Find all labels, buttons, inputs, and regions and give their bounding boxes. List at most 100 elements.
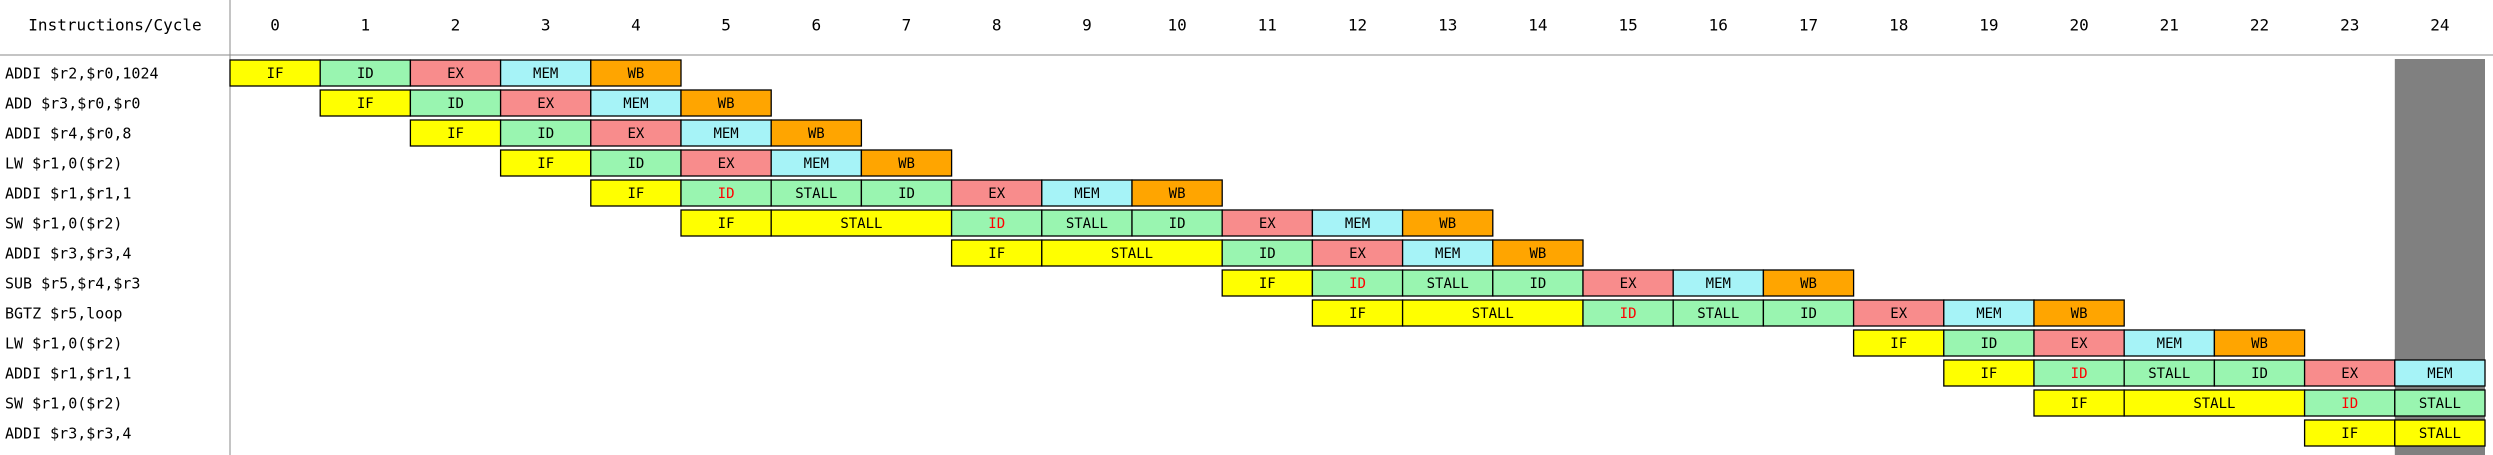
instruction-row: SW $r1,0($r2) IF STALL ID STALL — [5, 389, 2486, 417]
stage-label: IF — [2341, 426, 2358, 442]
stage-label: ID — [1529, 276, 1546, 292]
stage-label: WB — [2071, 306, 2088, 322]
stage-label: ID — [2071, 366, 2088, 382]
stage-wb-cell — [770, 119, 863, 147]
stage-label: EX — [1349, 246, 1366, 262]
stage-id-cell — [1762, 299, 1855, 327]
stage-wb-cell — [2213, 329, 2306, 357]
stage-label: MEM — [2157, 336, 2182, 352]
cycle-header: 20 — [2069, 16, 2088, 35]
stage-mem-cell — [1943, 299, 2035, 327]
stage-label: ID — [1620, 306, 1637, 322]
cycle-header: 7 — [902, 16, 912, 35]
stage-label: STALL — [1472, 306, 1514, 322]
stage-label: WB — [1439, 216, 1456, 232]
instruction-row: ADDI $r1,$r1,1 IF ID STALL ID EX MEM — [5, 359, 2486, 387]
stage-label: STALL — [2419, 396, 2461, 412]
cycle-header: 8 — [992, 16, 1002, 35]
stage-ex-cell — [590, 119, 682, 147]
instruction-label: ADDI $r1,$r1,1 — [5, 365, 131, 383]
stage-label: MEM — [533, 66, 558, 82]
instruction-row: SW $r1,0($r2) IF STALL ID STALL ID EX MEM WB — [5, 209, 1494, 237]
stage-label: STALL — [2148, 366, 2190, 382]
stage-label: EX — [627, 126, 644, 142]
stage-label: WB — [2251, 336, 2268, 352]
instruction-label: LW $r1,0($r2) — [5, 335, 122, 353]
cycle-header: 11 — [1258, 16, 1277, 35]
stage-if-cell — [590, 179, 682, 207]
stage-mem-cell — [1672, 269, 1765, 297]
stage-wb-cell — [680, 89, 772, 117]
cycle-header: 23 — [2340, 16, 2359, 35]
stage-label: IF — [357, 96, 374, 112]
stage-id-cell — [2213, 359, 2306, 387]
stage-label: IF — [1980, 366, 1997, 382]
stage-label: WB — [1169, 186, 1186, 202]
stage-id-cell — [1131, 209, 1223, 237]
stage-id-cell — [1943, 329, 2035, 357]
instruction-row: ADD $r3,$r0,$r0 IF ID EX MEM WB — [5, 89, 772, 117]
cycle-header: 16 — [1709, 16, 1728, 35]
stage-label: EX — [988, 186, 1005, 202]
stage-if-cell — [1311, 299, 1404, 327]
stage-if-cell — [409, 119, 502, 147]
instruction-row: LW $r1,0($r2) IF ID EX MEM WB — [5, 149, 953, 177]
stage-label: ID — [2341, 396, 2358, 412]
stage-label: MEM — [804, 156, 829, 172]
stage-label: EX — [718, 156, 735, 172]
cycle-header: 3 — [541, 16, 551, 35]
cycle-header: 18 — [1889, 16, 1908, 35]
stage-ex-cell — [1852, 299, 1945, 327]
stage-stall-cell — [770, 209, 953, 237]
stage-if-cell — [680, 209, 772, 237]
stage-id-cell — [2033, 359, 2125, 387]
cycle-header: 13 — [1438, 16, 1457, 35]
instruction-row: SUB $r5,$r4,$r3 IF ID STALL ID EX MEM WB — [5, 269, 1855, 297]
stage-if-cell — [2303, 419, 2396, 447]
stage-if-cell — [1221, 269, 1314, 297]
instruction-label: ADD $r3,$r0,$r0 — [5, 95, 140, 113]
stage-mem-cell — [2123, 329, 2216, 357]
cycle-header: 22 — [2250, 16, 2269, 35]
stage-label: WB — [898, 156, 915, 172]
stage-label: WB — [627, 66, 644, 82]
stage-label: ID — [1169, 216, 1186, 232]
stage-label: IF — [718, 216, 735, 232]
stage-label: IF — [1349, 306, 1366, 322]
instruction-label: ADDI $r2,$r0,1024 — [5, 65, 159, 83]
cycle-header: 12 — [1348, 16, 1367, 35]
stage-stall-cell — [1672, 299, 1765, 327]
cycle-header: 5 — [721, 16, 731, 35]
stage-label: ID — [718, 186, 735, 202]
stage-mem-cell — [770, 149, 863, 177]
stage-id-cell — [950, 209, 1043, 237]
stage-id-cell — [1582, 299, 1674, 327]
stage-label: MEM — [1074, 186, 1099, 202]
stage-stall-cell — [2123, 389, 2306, 417]
stage-stall-cell — [1401, 269, 1494, 297]
stage-mem-cell — [1311, 209, 1404, 237]
stage-id-cell — [1221, 239, 1314, 267]
stage-label: IF — [447, 126, 464, 142]
stage-label: ID — [1349, 276, 1366, 292]
instruction-label: SW $r1,0($r2) — [5, 215, 122, 233]
stage-label: ID — [627, 156, 644, 172]
stage-label: STALL — [2419, 426, 2461, 442]
stage-stall-cell — [2394, 419, 2486, 447]
stage-if-cell — [2033, 389, 2125, 417]
instruction-rows: ADDI $r2,$r0,1024 IF ID EX MEM WB ADD $r3,$r0,… — [5, 59, 2486, 447]
instruction-label: ADDI $r4,$r0,8 — [5, 125, 131, 143]
instruction-label: ADDI $r3,$r3,4 — [5, 425, 131, 443]
stage-label: ID — [537, 126, 554, 142]
stage-mem-cell — [590, 89, 682, 117]
cycle-header: 24 — [2430, 16, 2449, 35]
instruction-label: SUB $r5,$r4,$r3 — [5, 275, 140, 293]
stage-wb-cell — [590, 59, 682, 87]
stage-id-cell — [680, 179, 772, 207]
stage-ex-cell — [409, 59, 502, 87]
stage-label: STALL — [1066, 216, 1108, 232]
stage-label: IF — [267, 66, 284, 82]
stage-label: STALL — [1427, 276, 1469, 292]
cycle-header: 9 — [1082, 16, 1092, 35]
corner-label: Instructions/Cycle — [28, 16, 201, 35]
